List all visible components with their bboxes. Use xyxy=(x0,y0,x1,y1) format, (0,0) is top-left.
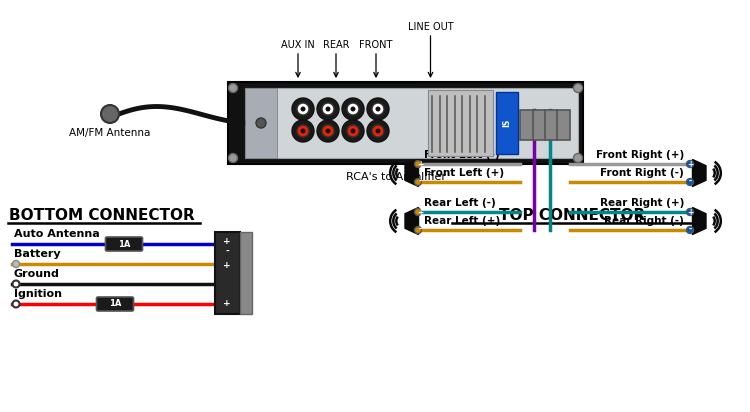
Circle shape xyxy=(376,106,380,112)
FancyBboxPatch shape xyxy=(215,232,240,314)
Circle shape xyxy=(297,103,309,115)
Circle shape xyxy=(372,103,384,115)
Text: +: + xyxy=(418,208,424,218)
Polygon shape xyxy=(405,208,418,234)
FancyBboxPatch shape xyxy=(106,237,142,251)
Circle shape xyxy=(256,118,266,128)
Text: +: + xyxy=(224,236,231,246)
Circle shape xyxy=(292,98,314,120)
FancyBboxPatch shape xyxy=(520,110,570,140)
FancyBboxPatch shape xyxy=(496,92,518,154)
Text: 1A: 1A xyxy=(109,300,122,309)
Text: Auto Antenna: Auto Antenna xyxy=(14,229,100,239)
FancyBboxPatch shape xyxy=(97,297,134,311)
Circle shape xyxy=(415,227,422,234)
Circle shape xyxy=(574,84,583,93)
Circle shape xyxy=(301,106,305,112)
Circle shape xyxy=(342,98,364,120)
Circle shape xyxy=(101,105,119,123)
Circle shape xyxy=(686,161,694,168)
Text: -: - xyxy=(225,246,229,255)
Text: AUX IN: AUX IN xyxy=(281,40,315,50)
Circle shape xyxy=(415,178,422,185)
FancyBboxPatch shape xyxy=(245,88,578,158)
FancyBboxPatch shape xyxy=(428,90,493,156)
Circle shape xyxy=(415,208,422,215)
FancyBboxPatch shape xyxy=(228,82,583,164)
Circle shape xyxy=(415,161,422,168)
Circle shape xyxy=(317,98,339,120)
Text: Rear Left (+): Rear Left (+) xyxy=(424,216,500,226)
Circle shape xyxy=(686,227,694,234)
Polygon shape xyxy=(405,159,418,187)
Circle shape xyxy=(347,125,359,137)
Circle shape xyxy=(347,103,359,115)
Text: TOP CONNECTOR: TOP CONNECTOR xyxy=(499,208,645,223)
Text: RCA's to Amplifier: RCA's to Amplifier xyxy=(346,172,445,182)
Text: 1A: 1A xyxy=(118,239,130,248)
Text: +: + xyxy=(224,299,231,307)
Circle shape xyxy=(342,120,364,142)
Text: +: + xyxy=(687,161,694,169)
Text: BOTTOM CONNECTOR: BOTTOM CONNECTOR xyxy=(9,208,195,223)
Circle shape xyxy=(297,125,309,137)
Circle shape xyxy=(229,84,238,93)
Circle shape xyxy=(574,154,583,162)
Text: Rear Right (+): Rear Right (+) xyxy=(600,198,684,208)
FancyBboxPatch shape xyxy=(245,88,277,158)
Circle shape xyxy=(350,129,355,133)
Circle shape xyxy=(13,300,20,307)
Text: +: + xyxy=(224,262,231,271)
Text: -: - xyxy=(688,225,692,234)
Text: Rear Right (-): Rear Right (-) xyxy=(604,216,684,226)
Text: Front Left (-): Front Left (-) xyxy=(424,150,500,160)
Circle shape xyxy=(13,281,20,288)
Text: Front Right (-): Front Right (-) xyxy=(600,168,684,178)
Circle shape xyxy=(322,103,334,115)
Circle shape xyxy=(376,129,380,133)
Circle shape xyxy=(317,120,339,142)
Circle shape xyxy=(686,208,694,215)
Circle shape xyxy=(350,106,355,112)
Circle shape xyxy=(326,106,331,112)
Circle shape xyxy=(372,125,384,137)
Text: +: + xyxy=(687,208,694,218)
Text: -: - xyxy=(419,225,422,234)
Text: Front Right (+): Front Right (+) xyxy=(596,150,684,160)
Circle shape xyxy=(13,260,20,267)
Circle shape xyxy=(301,129,305,133)
Circle shape xyxy=(326,129,331,133)
Circle shape xyxy=(322,125,334,137)
Text: FRONT: FRONT xyxy=(359,40,393,50)
FancyBboxPatch shape xyxy=(240,232,252,314)
Text: Front Left (+): Front Left (+) xyxy=(424,168,504,178)
Text: LINE OUT: LINE OUT xyxy=(408,22,453,32)
Text: REAR: REAR xyxy=(322,40,350,50)
Text: Ground: Ground xyxy=(14,269,60,279)
Text: Ignition: Ignition xyxy=(14,289,62,299)
Circle shape xyxy=(292,120,314,142)
Text: -: - xyxy=(419,176,422,185)
Circle shape xyxy=(229,154,238,162)
Text: IS: IS xyxy=(503,119,512,127)
Text: -: - xyxy=(688,176,692,185)
Text: Battery: Battery xyxy=(14,249,61,259)
Circle shape xyxy=(367,120,389,142)
Text: Rear Left (-): Rear Left (-) xyxy=(424,198,496,208)
Circle shape xyxy=(686,178,694,185)
Polygon shape xyxy=(692,208,706,234)
Text: AM/FM Antenna: AM/FM Antenna xyxy=(69,128,151,138)
Polygon shape xyxy=(692,159,706,187)
Circle shape xyxy=(367,98,389,120)
Text: +: + xyxy=(418,161,424,169)
